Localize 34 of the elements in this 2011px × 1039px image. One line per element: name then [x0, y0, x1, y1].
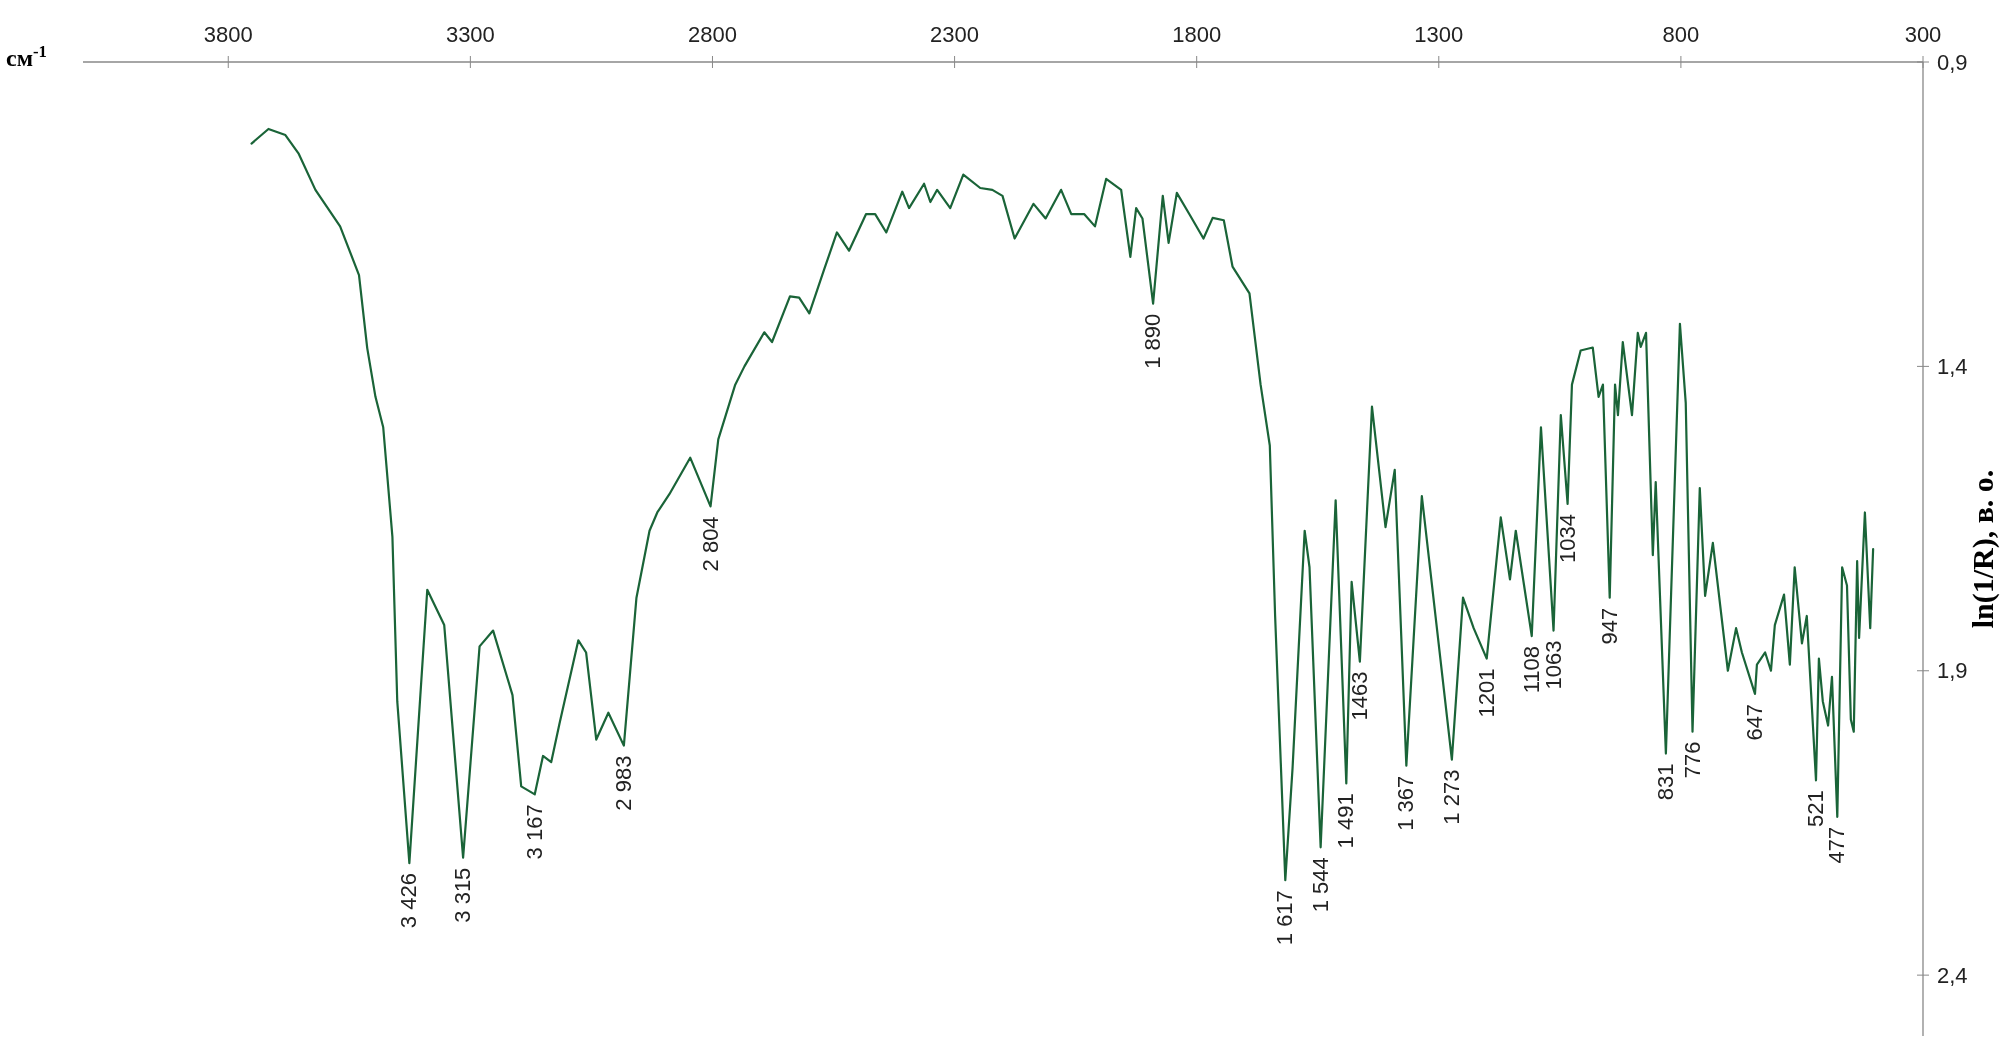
annotation: 2 804	[697, 516, 723, 572]
x-tick-label: 2800	[688, 22, 737, 47]
y-tick-label: 2,4	[1937, 962, 1968, 988]
annotation: 2 983	[610, 755, 636, 811]
annotation: 1 890	[1140, 313, 1166, 369]
y-tick-label: 1,4	[1937, 354, 1968, 380]
y-tick-label: 1,9	[1937, 658, 1968, 684]
annotation: 3 315	[450, 867, 476, 923]
annotation: 3 167	[521, 804, 547, 860]
x-axis-title: см$^{-1}$	[6, 41, 47, 71]
annotation: 947	[1596, 607, 1622, 645]
annotation: 1034	[1554, 513, 1580, 563]
x-tick-label: 3800	[203, 22, 253, 47]
x-tick-label: 3300	[445, 22, 495, 47]
y-axis-title: ln(1/R), в. о.	[1966, 469, 2000, 629]
x-tick-label: 300	[1904, 22, 1942, 47]
annotation: 477	[1824, 826, 1850, 864]
annotation: 1 491	[1333, 793, 1359, 849]
x-tick-label: 2300	[930, 22, 980, 47]
annotation: 521	[1802, 790, 1828, 828]
annotation: 776	[1679, 741, 1705, 779]
annotation: 1 544	[1307, 857, 1333, 913]
annotation: 1 273	[1438, 769, 1464, 825]
x-tick-label: 1800	[1172, 22, 1222, 47]
x-tick-label: 1300	[1414, 22, 1464, 47]
annotation: 1 617	[1272, 890, 1298, 946]
annotation: 3 426	[396, 873, 422, 929]
x-tick-label: 800	[1662, 22, 1700, 47]
annotation: 1201	[1473, 668, 1499, 718]
annotation: 647	[1741, 703, 1767, 741]
annotation: 1 367	[1393, 775, 1419, 831]
annotation: 831	[1652, 763, 1678, 801]
annotation: 1463	[1346, 671, 1372, 721]
y-tick-label: 0,9	[1937, 49, 1968, 75]
